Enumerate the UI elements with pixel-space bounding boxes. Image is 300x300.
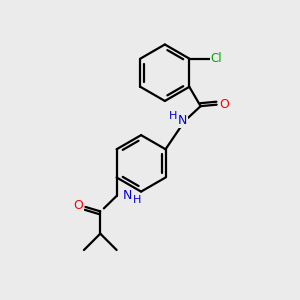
Text: H: H (169, 111, 177, 121)
Text: O: O (73, 199, 82, 212)
Text: Cl: Cl (211, 52, 223, 65)
Text: H: H (133, 195, 141, 206)
Text: N: N (178, 114, 188, 127)
Text: N: N (122, 189, 132, 203)
Text: O: O (219, 98, 229, 111)
